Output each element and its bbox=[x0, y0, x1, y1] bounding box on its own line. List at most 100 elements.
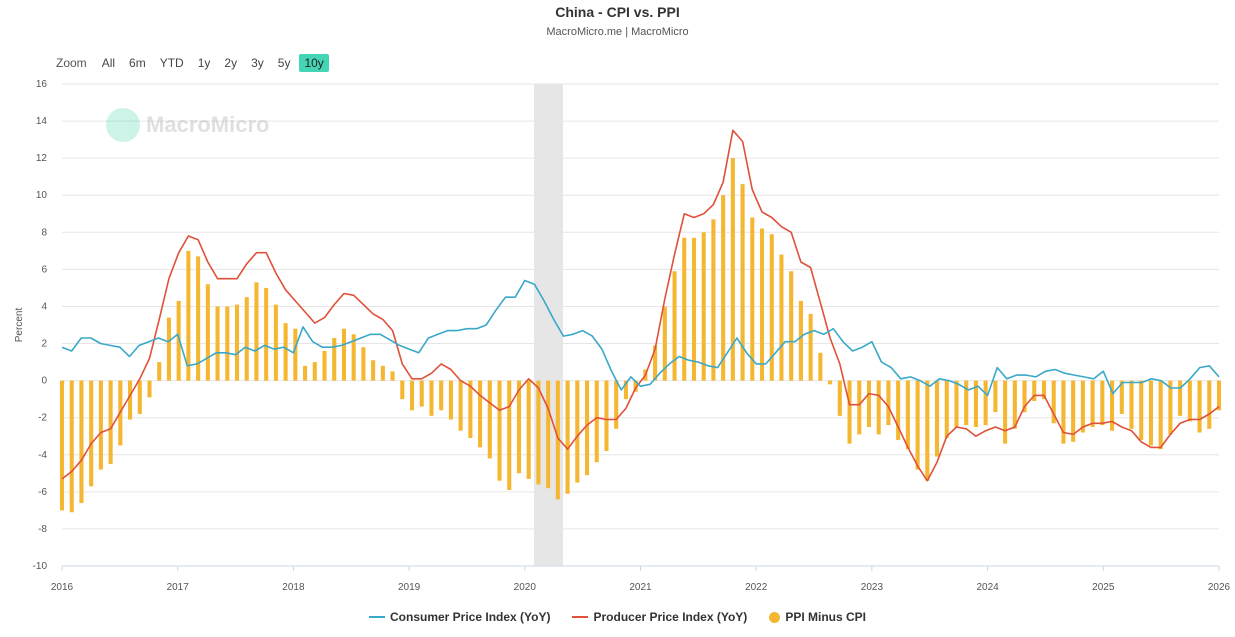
bar-ppi-minus-cpi bbox=[682, 237, 687, 381]
bar-ppi-minus-cpi bbox=[322, 350, 327, 381]
bar-ppi-minus-cpi bbox=[332, 337, 337, 381]
chart-plot: -10 -8 -6 -4 -2 0 2 4 6 8 10 12 14 16 2016 2017 2018 2019… bbox=[14, 79, 1231, 593]
range-button-6m[interactable]: 6m bbox=[124, 54, 151, 72]
y-tick-label: -10 bbox=[33, 561, 48, 572]
bar-ppi-minus-cpi bbox=[225, 306, 230, 381]
legend-item-diff[interactable]: PPI Minus CPI bbox=[769, 610, 866, 624]
bar-ppi-minus-cpi bbox=[886, 380, 891, 426]
bar-ppi-minus-cpi bbox=[1216, 380, 1222, 411]
bar-ppi-minus-cpi bbox=[1061, 380, 1066, 444]
x-tick-label: 2022 bbox=[745, 582, 768, 593]
x-tick-label: 2023 bbox=[861, 582, 884, 593]
watermark-text: MacroMicro bbox=[146, 112, 270, 137]
bar-ppi-minus-cpi bbox=[701, 232, 706, 381]
bar-ppi-minus-cpi bbox=[1178, 380, 1183, 416]
bar-ppi-minus-cpi bbox=[303, 365, 308, 381]
bar-ppi-minus-cpi bbox=[691, 237, 697, 381]
bar-ppi-minus-cpi bbox=[1022, 380, 1027, 413]
y-tick-label: 16 bbox=[36, 79, 48, 90]
bar-ppi-minus-cpi bbox=[730, 158, 735, 381]
bar-ppi-minus-cpi bbox=[69, 380, 74, 513]
bar-ppi-minus-cpi bbox=[536, 380, 541, 485]
bar-ppi-minus-cpi bbox=[419, 380, 424, 407]
bar-ppi-minus-cpi bbox=[380, 365, 385, 381]
bar-ppi-minus-cpi bbox=[555, 380, 560, 500]
bar-ppi-minus-cpi bbox=[876, 380, 881, 435]
legend-dot-diff bbox=[769, 611, 781, 623]
bar-ppi-minus-cpi bbox=[390, 371, 395, 381]
bar-ppi-minus-cpi bbox=[769, 234, 774, 381]
bar-ppi-minus-cpi bbox=[79, 380, 84, 503]
bar-ppi-minus-cpi bbox=[584, 380, 590, 476]
legend-label-ppi: Producer Price Index (YoY) bbox=[593, 610, 748, 624]
bar-ppi-minus-cpi bbox=[1148, 380, 1153, 446]
range-button-5y[interactable]: 5y bbox=[273, 54, 296, 72]
y-tick-label: 6 bbox=[41, 264, 47, 275]
bar-ppi-minus-cpi bbox=[896, 380, 901, 440]
bar-ppi-minus-cpi bbox=[623, 380, 628, 400]
y-tick-label: -6 bbox=[38, 487, 47, 498]
bar-ppi-minus-cpi bbox=[1207, 380, 1212, 429]
bar-ppi-minus-cpi bbox=[847, 380, 852, 444]
bar-ppi-minus-cpi bbox=[176, 300, 181, 381]
bar-ppi-minus-cpi bbox=[273, 304, 278, 381]
range-button-10y[interactable]: 10y bbox=[299, 54, 329, 72]
bar-ppi-minus-cpi bbox=[905, 380, 910, 450]
bar-ppi-minus-cpi bbox=[293, 328, 298, 381]
bar-ppi-minus-cpi bbox=[516, 380, 522, 474]
bar-ppi-minus-cpi bbox=[1003, 380, 1008, 444]
range-button-all[interactable]: All bbox=[97, 54, 120, 72]
chart-subtitle: MacroMicro.me | MacroMicro bbox=[546, 26, 689, 38]
range-button-2y[interactable]: 2y bbox=[219, 54, 242, 72]
bar-ppi-minus-cpi bbox=[400, 380, 405, 400]
y-tick-label: 0 bbox=[41, 376, 47, 387]
bar-ppi-minus-cpi bbox=[614, 380, 619, 429]
bar-ppi-minus-cpi bbox=[89, 380, 94, 487]
bar-ppi-minus-cpi bbox=[1051, 380, 1056, 424]
y-tick-label: 14 bbox=[36, 116, 48, 127]
range-button-1y[interactable]: 1y bbox=[193, 54, 216, 72]
bar-ppi-minus-cpi bbox=[1129, 380, 1134, 429]
bar-ppi-minus-cpi bbox=[1071, 380, 1076, 442]
bar-ppi-minus-cpi bbox=[964, 380, 969, 426]
bar-ppi-minus-cpi bbox=[789, 271, 794, 381]
legend-item-ppi[interactable]: Producer Price Index (YoY) bbox=[572, 610, 747, 624]
bar-ppi-minus-cpi bbox=[147, 380, 152, 398]
bar-ppi-minus-cpi bbox=[312, 362, 317, 381]
legend-item-cpi[interactable]: Consumer Price Index (YoY) bbox=[369, 610, 550, 624]
bar-ppi-minus-cpi bbox=[448, 380, 453, 420]
x-tick-label: 2024 bbox=[976, 582, 999, 593]
legend-label-diff: PPI Minus CPI bbox=[785, 610, 866, 624]
bar-ppi-minus-cpi bbox=[234, 304, 240, 381]
bar-ppi-minus-cpi bbox=[409, 380, 415, 411]
range-button-3y[interactable]: 3y bbox=[246, 54, 269, 72]
bar-ppi-minus-cpi bbox=[98, 380, 103, 470]
bar-ppi-minus-cpi bbox=[196, 256, 201, 381]
bar-ppi-minus-cpi bbox=[497, 380, 502, 481]
macromicro-watermark: MacroMicro bbox=[106, 108, 269, 142]
bar-ppi-minus-cpi bbox=[925, 380, 930, 481]
bar-ppi-minus-cpi bbox=[633, 380, 638, 392]
bar-ppi-minus-cpi bbox=[254, 282, 259, 381]
bar-ppi-minus-cpi bbox=[828, 380, 833, 385]
bar-ppi-minus-cpi bbox=[983, 380, 988, 426]
bar-ppi-minus-cpi bbox=[137, 380, 142, 414]
bar-ppi-minus-cpi bbox=[935, 380, 940, 457]
x-tick-label: 2026 bbox=[1208, 582, 1231, 593]
legend-line-cpi bbox=[369, 616, 385, 618]
bar-ppi-minus-cpi bbox=[166, 317, 171, 381]
legend-label-cpi: Consumer Price Index (YoY) bbox=[390, 610, 551, 624]
y-tick-label: 12 bbox=[36, 153, 48, 164]
bar-ppi-minus-cpi bbox=[604, 380, 609, 452]
bar-ppi-minus-cpi bbox=[205, 284, 210, 381]
y-tick-label: 8 bbox=[41, 227, 47, 238]
bar-ppi-minus-cpi bbox=[818, 352, 823, 381]
range-button-ytd[interactable]: YTD bbox=[155, 54, 189, 72]
x-tick-label: 2021 bbox=[629, 582, 652, 593]
bar-ppi-minus-cpi bbox=[857, 380, 862, 435]
bar-ppi-minus-cpi bbox=[128, 380, 133, 420]
bar-ppi-minus-cpi bbox=[487, 380, 492, 459]
bar-ppi-minus-cpi bbox=[264, 287, 269, 381]
bar-ppi-minus-cpi bbox=[341, 328, 346, 381]
chart-title: China - CPI vs. PPI bbox=[555, 4, 680, 20]
